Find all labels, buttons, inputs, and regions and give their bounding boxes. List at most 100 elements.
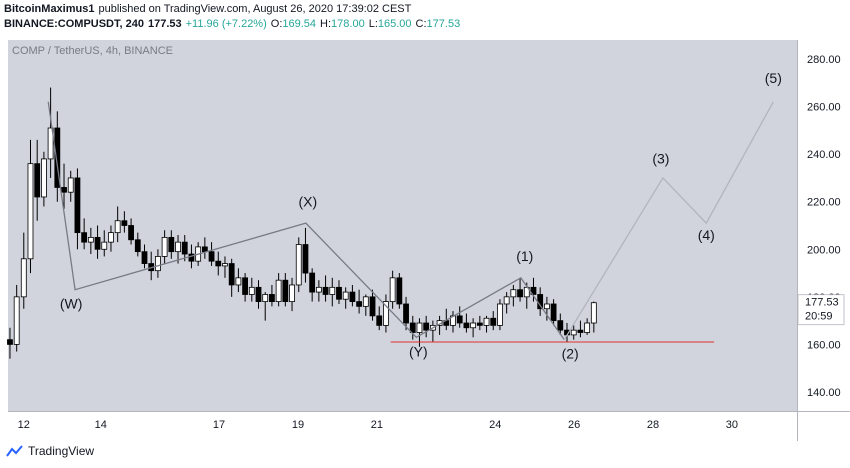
candle <box>517 277 523 302</box>
wave-label: (4) <box>698 227 715 243</box>
candle-body <box>208 251 215 262</box>
price-axis[interactable]: 280.00260.00240.00220.00200.00180.00160.… <box>807 54 841 399</box>
candle <box>356 289 363 314</box>
candle <box>309 268 316 302</box>
candle-body <box>456 315 463 324</box>
last-price-tag: 177.53 20:59 <box>797 294 845 326</box>
symbol-label: BINANCE:COMPUSDT, 240 <box>4 18 144 30</box>
candle <box>302 227 309 283</box>
open-value: 169.54 <box>282 18 317 30</box>
candle <box>275 273 282 307</box>
candle <box>295 237 302 293</box>
candle <box>530 277 537 302</box>
publish-info: published on TradingView.com, August 26,… <box>98 3 412 15</box>
candle-body <box>7 339 13 345</box>
price-change: +11.96 (+7.22%) <box>185 18 267 30</box>
last-price-label: 177.53 <box>805 297 839 309</box>
countdown-label: 20:59 <box>805 311 833 323</box>
candle-body <box>537 294 544 310</box>
publisher-name[interactable]: BitcoinMaximus1 <box>4 3 95 15</box>
candle-body <box>369 296 376 317</box>
candle-body <box>101 241 108 250</box>
candle-body <box>114 220 121 234</box>
candle <box>503 292 510 314</box>
candle-body <box>584 322 591 333</box>
candle <box>383 294 389 333</box>
last-price: 177.53 <box>147 18 182 30</box>
candle-body <box>336 286 342 300</box>
candle-body <box>13 296 20 345</box>
candle-body <box>275 279 282 303</box>
candle <box>181 235 188 262</box>
y-tick-label: 160.00 <box>807 339 841 351</box>
candle-body <box>376 315 383 326</box>
candle <box>248 277 255 302</box>
candle-body <box>396 277 403 305</box>
candle <box>175 235 181 264</box>
x-tick-label: 14 <box>95 419 107 431</box>
candle <box>590 301 597 333</box>
chart-header: BitcoinMaximus1 published on TradingView… <box>4 2 460 32</box>
candle-body <box>269 294 275 303</box>
candle <box>322 275 329 302</box>
candle <box>67 170 74 202</box>
candle <box>389 270 396 309</box>
ohlc-line: BINANCE:COMPUSDT, 240 177.53 +11.96 (+7.… <box>4 17 460 32</box>
wave-label: (1) <box>516 248 533 264</box>
publish-info-line: BitcoinMaximus1 published on TradingView… <box>4 2 460 17</box>
candle <box>7 327 13 359</box>
candle <box>550 299 557 326</box>
candles <box>7 87 597 359</box>
wave-label: (Y) <box>409 343 428 359</box>
candle <box>329 277 336 307</box>
candle <box>349 284 356 307</box>
high-value: 178.00 <box>331 18 365 30</box>
time-axis[interactable]: 12 14 17 19 21 24 26 28 30 <box>18 419 738 431</box>
candle <box>13 284 20 352</box>
candle <box>470 318 477 338</box>
candle-body <box>228 263 235 286</box>
candle-body <box>34 163 41 198</box>
candle-body <box>74 177 81 234</box>
price-tag-box <box>797 294 845 326</box>
candle-body <box>188 253 195 262</box>
candle-body <box>54 127 61 188</box>
candle-body <box>356 301 363 307</box>
candle-body <box>577 329 584 333</box>
x-tick-label: 19 <box>292 419 304 431</box>
x-tick-label: 28 <box>647 419 659 431</box>
tradingview-brand: TradingView <box>28 444 95 458</box>
candle-body <box>315 286 322 293</box>
low-value: 165.00 <box>377 18 412 30</box>
candle <box>87 227 94 255</box>
candle-body <box>108 232 114 243</box>
candle-body <box>403 303 409 324</box>
candle-body <box>40 158 47 198</box>
candle-body <box>362 296 369 307</box>
candle <box>557 313 564 335</box>
candle <box>570 325 577 340</box>
x-tick-label: 26 <box>568 419 580 431</box>
candle-body <box>470 322 477 329</box>
tradingview-icon <box>6 445 23 457</box>
candle-body <box>550 303 557 322</box>
candle-body <box>383 301 389 326</box>
candle-body <box>389 277 396 303</box>
candle <box>396 273 403 309</box>
candle <box>134 232 141 257</box>
candle-body <box>416 322 423 333</box>
candle-body <box>81 232 88 243</box>
candle <box>208 242 215 266</box>
candle-body <box>503 296 510 305</box>
candle <box>94 225 101 259</box>
candle <box>483 315 490 333</box>
candle-body <box>94 236 101 250</box>
candle-body <box>161 236 168 257</box>
tradingview-logo[interactable]: TradingView <box>6 444 94 458</box>
candle <box>222 256 228 278</box>
plot-area[interactable] <box>8 40 797 411</box>
candle <box>27 139 34 274</box>
candle <box>362 294 369 316</box>
candle-body <box>490 317 497 326</box>
